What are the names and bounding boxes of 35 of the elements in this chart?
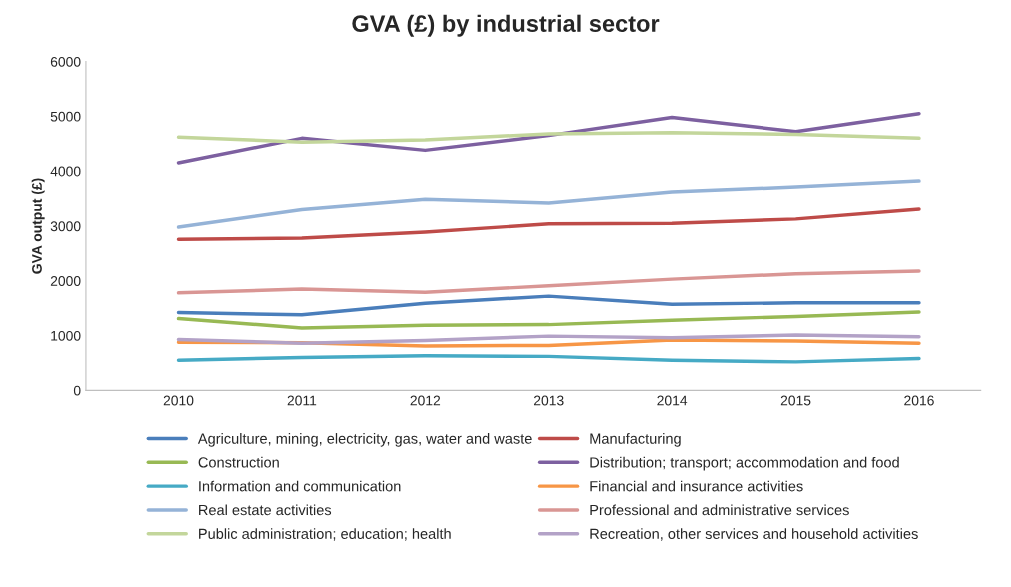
legend-label: Public administration; education; health (199, 528, 451, 541)
y-tick-label: 2000 (50, 276, 81, 286)
line-series (176, 111, 921, 165)
x-tick-label: 2016 (904, 395, 934, 406)
y-tick-label: 0 (73, 385, 81, 396)
line-series (176, 294, 921, 317)
legend-label: Professional and administrative services (590, 504, 849, 516)
y-tick-label: 1000 (51, 330, 81, 341)
line-series (176, 131, 921, 144)
line-series (176, 354, 921, 364)
y-tick-label: 3000 (50, 221, 81, 232)
x-tick-label: 2015 (780, 395, 811, 406)
legend-label: Manufacturing (590, 433, 681, 447)
legend-label: Information and communication (199, 480, 401, 492)
legend-label: Construction (198, 456, 279, 468)
line-series (176, 310, 921, 330)
legend-label: Financial and insurance activities (590, 480, 803, 492)
y-tick-label: 4000 (50, 166, 81, 177)
chart-title: GVA (£) by industrial sector (352, 14, 660, 37)
y-tick-label: 5000 (50, 111, 81, 122)
line-series (176, 207, 921, 241)
x-tick-label: 2012 (410, 395, 441, 406)
line-series (176, 179, 921, 229)
legend-label: Agriculture, mining, electricity, gas, water and waste (197, 433, 532, 447)
x-tick-label: 2010 (163, 395, 194, 406)
line-series (176, 269, 921, 295)
y-axis-title: GVA output (£) (31, 178, 45, 274)
legend-label: Recreation, other services and household activities (590, 528, 918, 541)
x-tick-label: 2014 (657, 395, 688, 406)
legend-label: Real estate activities (199, 504, 332, 516)
legend-label: Distribution; transport; accommodation and food (590, 456, 899, 471)
x-tick-label: 2013 (533, 395, 564, 406)
line-series (176, 333, 921, 345)
y-tick-label: 6000 (50, 56, 81, 67)
x-tick-label: 2011 (287, 395, 317, 406)
